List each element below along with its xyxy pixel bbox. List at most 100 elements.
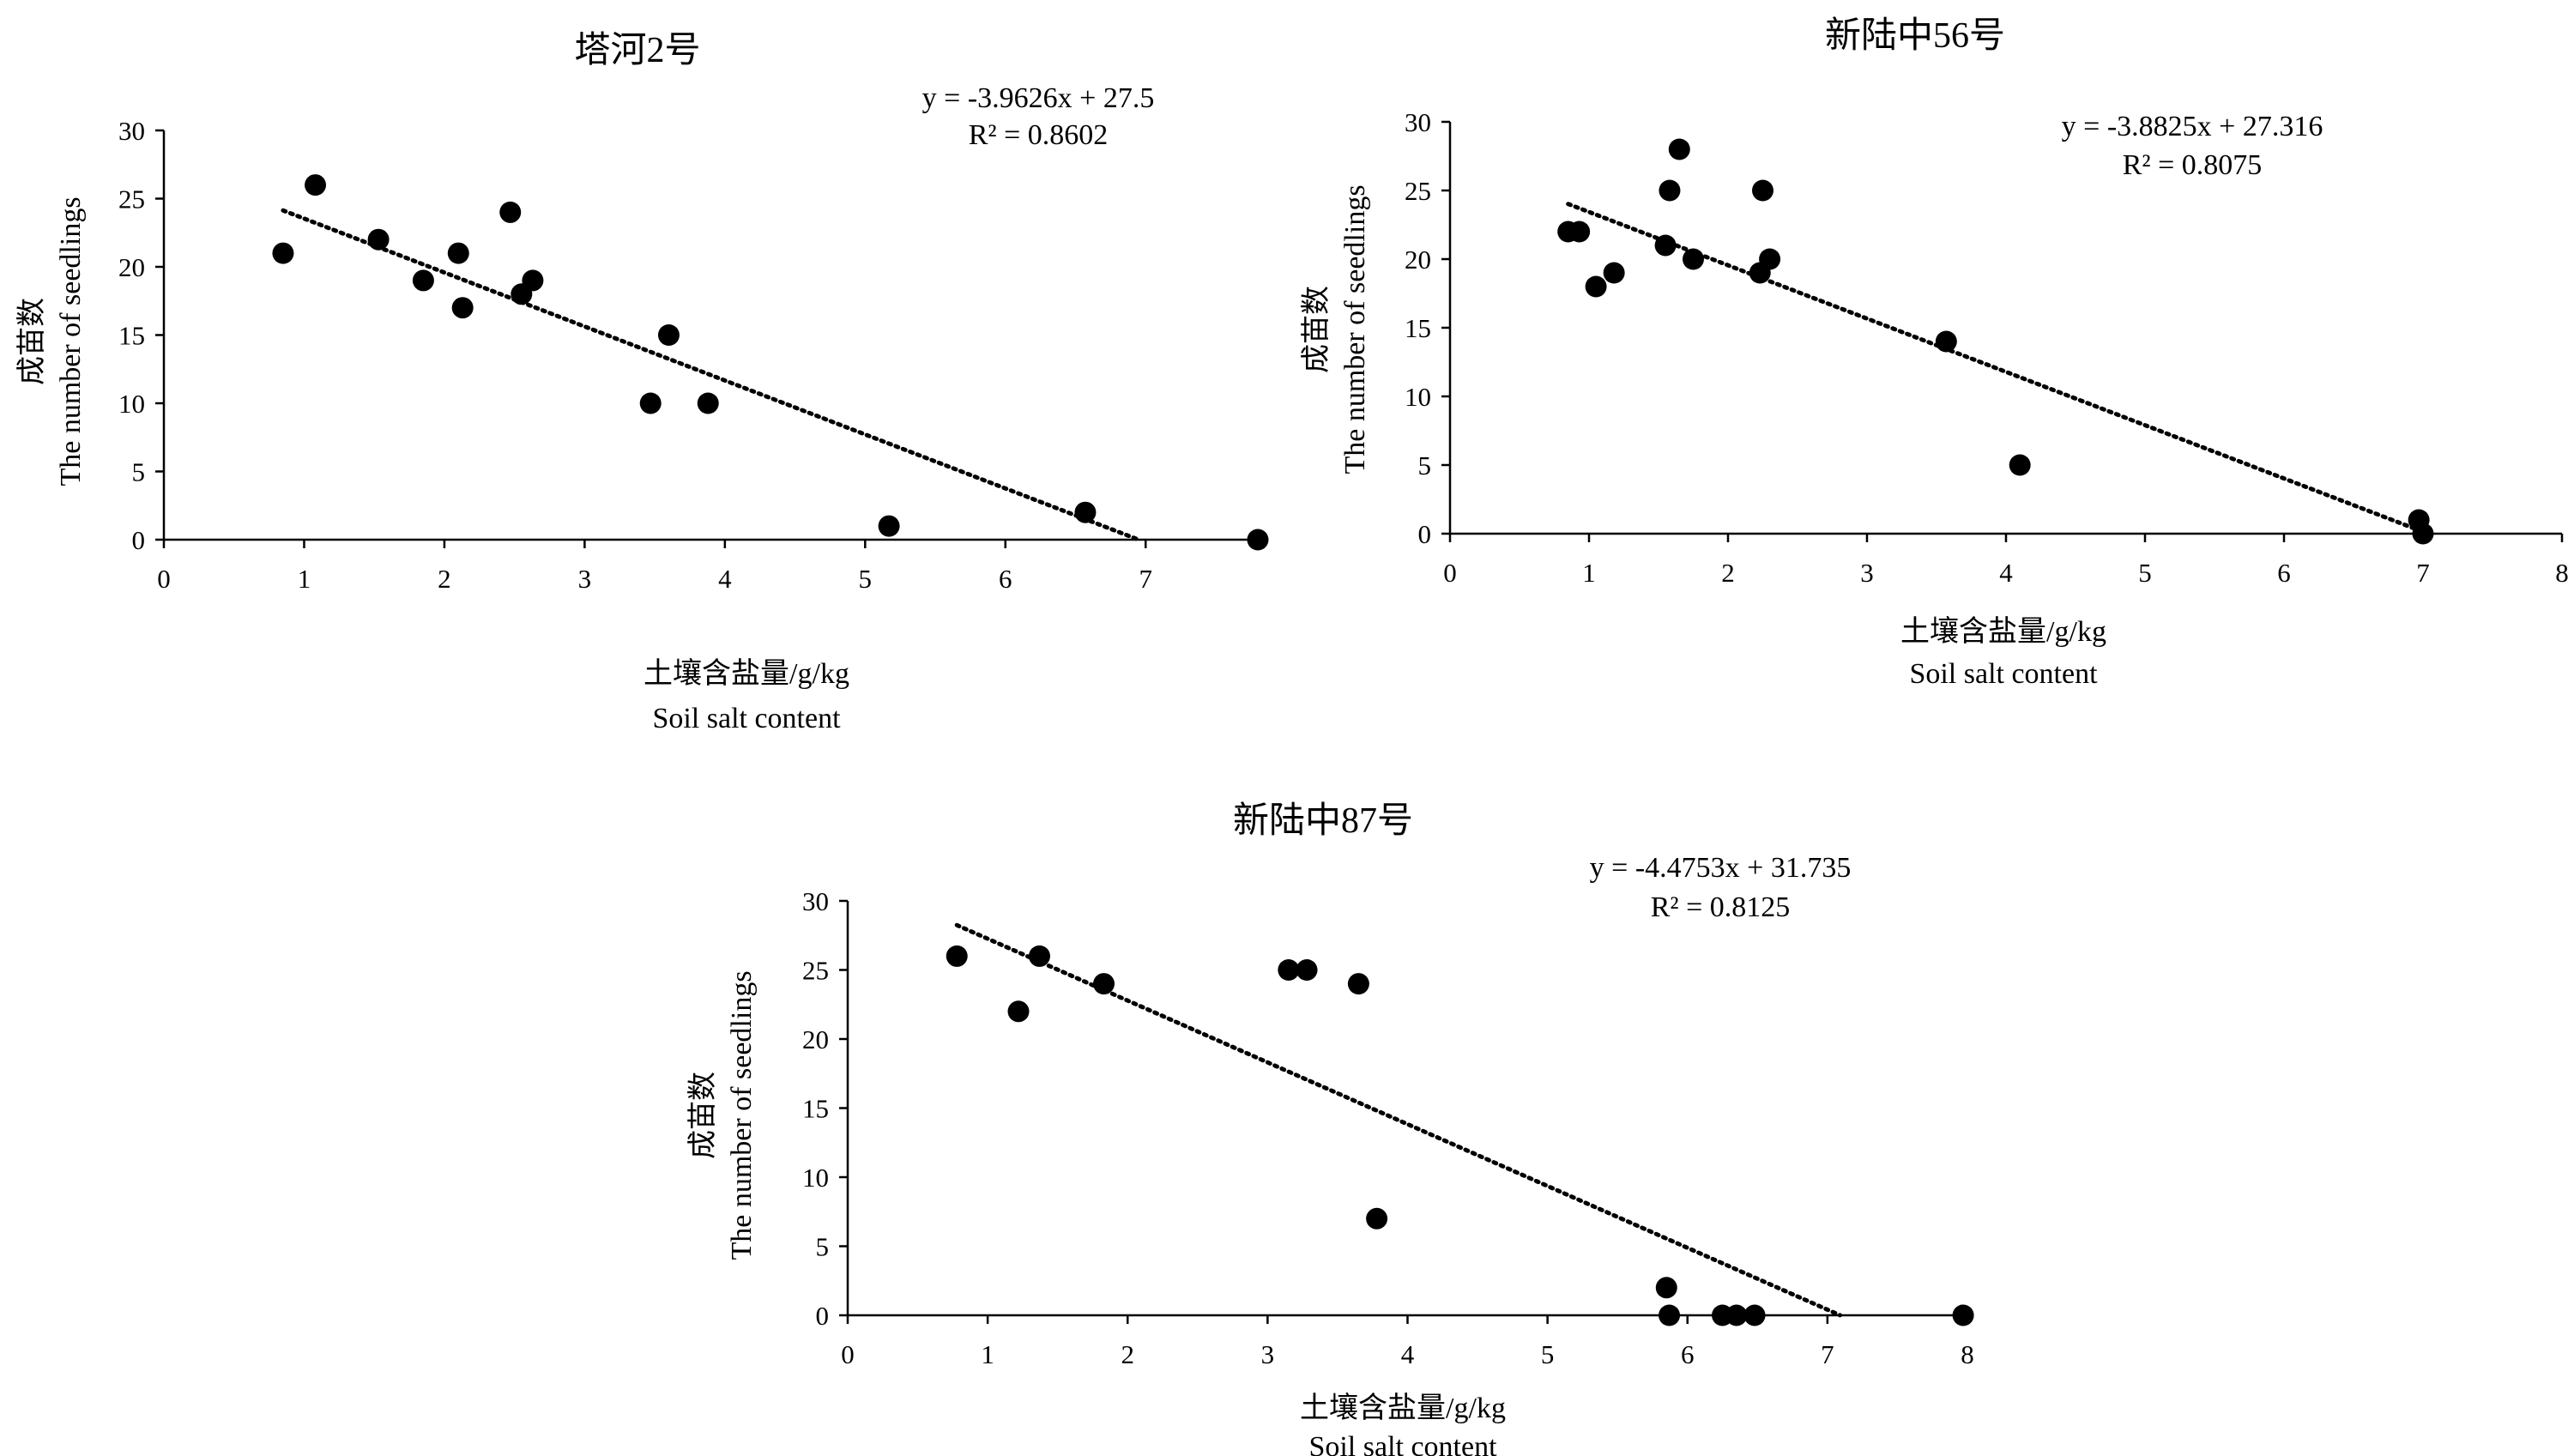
x-tick-label: 7: [1821, 1339, 1834, 1369]
regression-equation: y = -3.9626x + 27.5: [922, 82, 1155, 114]
data-point: [1752, 179, 1773, 202]
x-tick-label: 1: [1582, 558, 1596, 588]
regression-equation: y = -3.8825x + 27.316: [2062, 111, 2323, 142]
data-point: [412, 269, 434, 292]
data-point: [522, 269, 544, 292]
x-tick-label: 2: [438, 564, 451, 594]
y-tick-label: 20: [1405, 245, 1431, 275]
x-tick-label: 5: [1541, 1339, 1555, 1369]
data-point: [697, 392, 719, 414]
y-tick-label: 25: [118, 184, 145, 214]
data-point: [1759, 248, 1781, 270]
x-axis-label-en: Soil salt content: [652, 703, 841, 734]
y-tick-label: 25: [802, 956, 829, 986]
data-point: [2412, 523, 2434, 545]
trendline: [1566, 202, 2421, 533]
y-tick-label: 0: [1418, 519, 1432, 549]
x-tick-label: 7: [2416, 558, 2430, 588]
x-tick-label: 6: [2277, 558, 2291, 588]
data-point: [447, 242, 469, 264]
data-point: [1278, 959, 1300, 981]
data-point: [1093, 973, 1115, 995]
r-squared: R² = 0.8075: [2123, 149, 2263, 181]
y-axis-label-en: The number of seedlings: [1339, 184, 1371, 474]
data-point: [1952, 1304, 1974, 1326]
data-point: [657, 324, 680, 346]
y-tick-label: 10: [802, 1163, 829, 1193]
data-point: [1743, 1304, 1766, 1326]
x-tick-label: 4: [718, 564, 732, 594]
data-point: [1568, 221, 1591, 243]
x-tick-label: 5: [859, 564, 873, 594]
data-point: [1725, 1304, 1748, 1326]
data-point: [1296, 959, 1318, 981]
data-point: [1347, 973, 1369, 995]
x-tick-label: 0: [841, 1339, 855, 1369]
x-tick-label: 4: [1401, 1339, 1415, 1369]
y-tick-label: 15: [118, 321, 145, 351]
y-tick-label: 20: [118, 252, 145, 282]
data-point: [1028, 945, 1050, 967]
data-point: [1585, 275, 1607, 298]
data-point: [499, 201, 522, 223]
data-point: [305, 174, 327, 196]
y-tick-label: 30: [118, 116, 145, 146]
x-tick-label: 8: [2555, 558, 2569, 588]
data-point: [1668, 138, 1690, 160]
x-axis-label-en: Soil salt content: [1909, 658, 2098, 690]
data-point: [946, 945, 968, 967]
chart-title: 新陆中87号: [1233, 801, 1413, 841]
data-point: [367, 228, 390, 251]
data-point: [1603, 262, 1625, 284]
x-tick-label: 2: [1121, 1339, 1135, 1369]
r-squared: R² = 0.8125: [1651, 891, 1791, 923]
data-point: [878, 515, 900, 537]
data-point: [1659, 179, 1681, 202]
data-point: [272, 242, 294, 264]
x-tick-label: 2: [1721, 558, 1735, 588]
data-point: [1935, 330, 1957, 353]
chart-panel-3: 新陆中87号 y = -4.4753x + 31.735 R² = 0.8125…: [686, 801, 1974, 1456]
x-tick-label: 1: [981, 1339, 994, 1369]
plot-area: 0 5 10 15 20 25 30 0 1 2 3 4 5 6 7: [118, 116, 1269, 594]
plot-area: 0 5 10 15 20 25 30 0 1 2 3 4 5 6 7 8: [802, 886, 1974, 1369]
x-tick-label: 3: [1860, 558, 1874, 588]
data-point: [1247, 529, 1269, 551]
y-tick-label: 20: [802, 1024, 829, 1054]
y-tick-label: 10: [1405, 382, 1431, 412]
x-tick-label: 8: [1961, 1339, 1974, 1369]
data-point: [1074, 501, 1097, 523]
x-tick-label: 7: [1139, 564, 1152, 594]
plot-area: 0 5 10 15 20 25 30 0 1 2 3 4 5 6 7 8: [1405, 107, 2569, 588]
x-tick-label: 6: [1681, 1339, 1695, 1369]
data-point: [1659, 1304, 1681, 1326]
x-tick-label: 1: [298, 564, 311, 594]
y-tick-label: 30: [802, 886, 829, 916]
y-tick-label: 5: [132, 457, 146, 487]
data-point: [1655, 1277, 1677, 1299]
x-tick-label: 6: [999, 564, 1012, 594]
trendline: [954, 922, 1843, 1318]
chart-title: 新陆中56号: [1825, 16, 2005, 56]
data-point: [639, 392, 662, 414]
y-tick-label: 15: [802, 1094, 829, 1124]
y-tick-label: 30: [1405, 107, 1431, 137]
x-axis-label-cn: 土壤含盐量/g/kg: [644, 657, 849, 690]
chart-panel-2: 新陆中56号 y = -3.8825x + 27.316 R² = 0.8075…: [1300, 16, 2569, 690]
data-point: [1683, 248, 1704, 270]
y-axis-label-cn: 成苗数: [15, 298, 48, 385]
x-tick-label: 0: [157, 564, 171, 594]
trendline: [281, 208, 1141, 542]
y-tick-label: 0: [816, 1301, 830, 1331]
y-tick-label: 15: [1405, 313, 1431, 343]
data-point: [2009, 454, 2031, 476]
data-point: [1007, 1000, 1030, 1023]
x-tick-label: 3: [578, 564, 592, 594]
y-axis-label-en: The number of seedlings: [55, 196, 87, 486]
y-tick-label: 5: [816, 1232, 830, 1262]
y-axis-label-en: The number of seedlings: [726, 970, 758, 1260]
data-point: [1654, 234, 1677, 257]
x-tick-label: 4: [1999, 558, 2013, 588]
chart-panel-1: 塔河2号 y = -3.9626x + 27.5 R² = 0.8602 土壤含…: [15, 31, 1269, 734]
